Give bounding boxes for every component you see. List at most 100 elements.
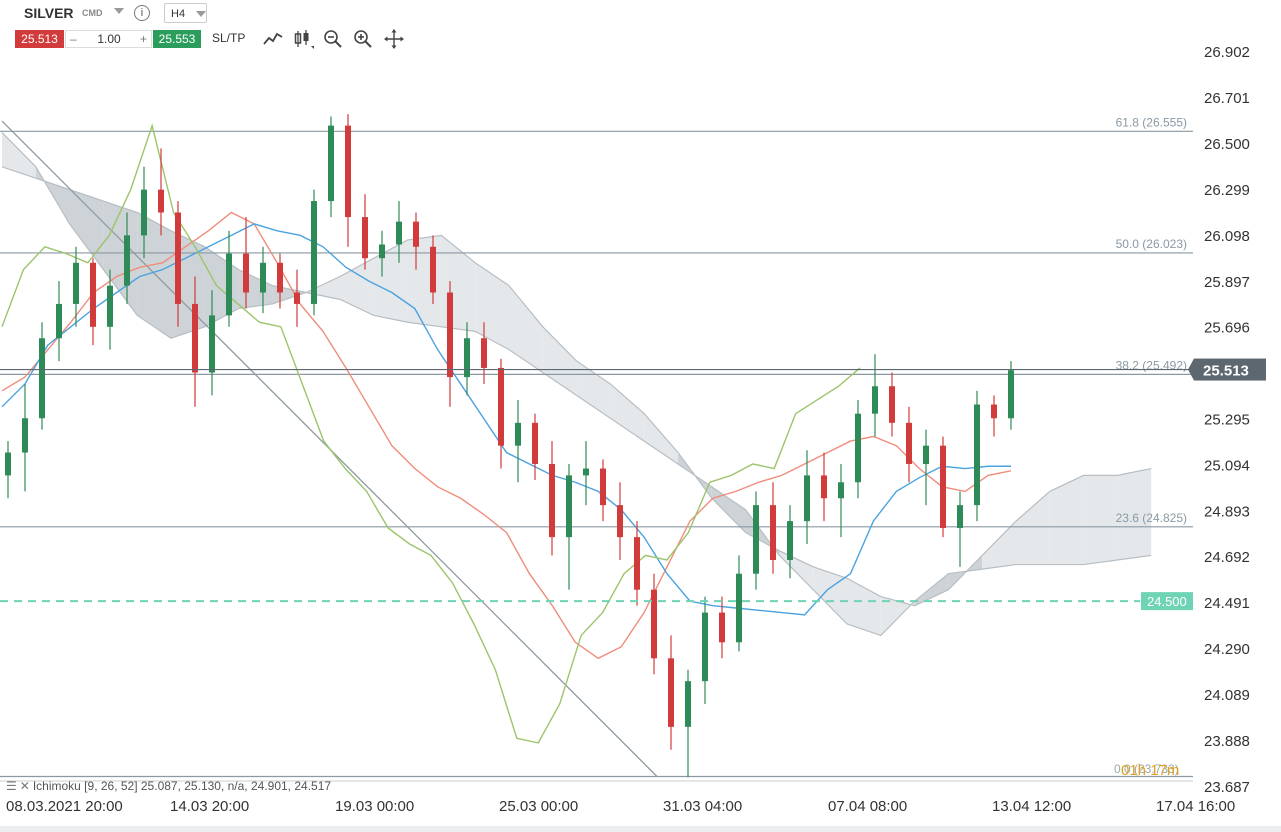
candle-body (549, 463, 555, 538)
price-tick-label: 23.888 (1204, 733, 1250, 750)
sl-tp-button[interactable]: SL/TP (212, 31, 246, 45)
candle-body (481, 338, 487, 368)
cloud-segment (644, 413, 678, 464)
cloud-segment (373, 239, 408, 323)
alert-level-tag (1141, 592, 1193, 611)
candle-body (515, 422, 521, 446)
quantity-input[interactable]: 1.00 (97, 32, 121, 46)
price-tick-label: 25.094 (1204, 457, 1250, 474)
line-chart-icon[interactable] (262, 28, 284, 50)
candle-body (73, 262, 79, 304)
candle-body (464, 338, 470, 378)
cloud-segment (1083, 475, 1118, 565)
candle-body (906, 422, 912, 464)
current-price-tag-arrow (1188, 358, 1194, 381)
fib-level-label: 61.8 (26.555) (1116, 115, 1187, 129)
candle-body (838, 482, 844, 499)
candle-body (974, 404, 980, 506)
fib-level-0-label: 0.0 (23.733) (1114, 762, 1179, 776)
decrease-qty-button[interactable]: – (70, 32, 77, 46)
time-axis: 08.03.2021 20:00 14.03 20:00 19.03 00:00 25… (6, 798, 1235, 815)
price-tick-label: 26.500 (1204, 136, 1250, 153)
candle-body (311, 201, 317, 304)
candle-body (498, 367, 504, 446)
chevron-down-icon (196, 11, 206, 17)
price-tick-label: 26.902 (1204, 44, 1250, 61)
cloud-segment (542, 326, 577, 396)
time-tick-label: 13.04 12:00 (992, 798, 1071, 815)
candle-body (804, 475, 810, 522)
price-tick-label: 25.696 (1204, 320, 1250, 337)
candle-body (22, 418, 28, 453)
candle-body (940, 445, 946, 528)
move-icon[interactable] (383, 28, 405, 50)
ichimoku-indicator-label[interactable]: ☰ ✕ Ichimoku [9, 26, 52] 25.087, 25.130, n… (6, 779, 331, 793)
candle-body (634, 537, 640, 590)
market-badge[interactable]: CMD (82, 8, 103, 18)
candle-body (396, 221, 402, 245)
increase-qty-button[interactable]: + (139, 32, 147, 46)
buy-price-button[interactable]: 25.553 (153, 30, 201, 48)
close-icon[interactable]: ✕ (19, 779, 30, 793)
cloud-segment (69, 189, 104, 270)
price-tick-label: 25.897 (1204, 274, 1250, 291)
candle-body (668, 658, 674, 727)
sell-price-button[interactable]: 25.513 (15, 30, 64, 48)
tenkan-sen-line (1, 223, 1011, 616)
zoom-out-icon[interactable] (322, 28, 344, 50)
candle-body (753, 505, 759, 574)
candle-body (430, 246, 436, 293)
candle-body (260, 262, 266, 293)
candle-body (124, 235, 130, 286)
alert-level-value: 24.500 (1147, 594, 1187, 609)
price-levels[interactable]: 25.513 24.500 (0, 358, 1266, 611)
cloud-segment (1016, 491, 1050, 565)
fibonacci-retracement[interactable]: 61.8 (26.555) 50.0 (26.023) 38.2 (25.492) 2… (0, 115, 1193, 778)
candle-body (991, 404, 997, 419)
cloud-segment (1117, 468, 1152, 560)
instrument-symbol[interactable]: SILVER (24, 5, 74, 21)
candle-body (379, 244, 385, 259)
cloud-segment (610, 383, 645, 442)
candle-body (192, 303, 198, 373)
price-tick-label: 24.290 (1204, 641, 1250, 658)
time-tick-label: 25.03 00:00 (499, 798, 578, 815)
candle-body (141, 189, 147, 236)
fib-level-label: 50.0 (26.023) (1116, 237, 1187, 251)
candle-body (209, 315, 215, 373)
price-tick-label: 24.692 (1204, 549, 1250, 566)
kijun-sen-line (1, 211, 1012, 660)
price-tick-label: 26.299 (1204, 182, 1250, 199)
cloud-segment (576, 361, 611, 419)
candle-body (821, 475, 827, 499)
time-tick-label: 17.04 16:00 (1156, 798, 1235, 815)
chevron-down-icon[interactable] (114, 8, 124, 14)
candle-body (5, 452, 11, 476)
ichimoku-lines (1, 123, 1012, 744)
fib-level-label: 38.2 (25.492) (1116, 358, 1187, 372)
price-tick-label: 24.893 (1204, 503, 1250, 520)
quantity-stepper[interactable]: – 1.00 + (65, 30, 152, 48)
settings-icon[interactable]: ☰ (6, 779, 17, 793)
price-tick-label: 23.687 (1204, 779, 1250, 796)
cloud-segment (813, 566, 847, 624)
cloud-segment (914, 573, 949, 606)
candle-body (736, 573, 742, 643)
cloud-segment (982, 521, 1016, 570)
candle-body (328, 125, 334, 202)
scrollbar[interactable] (0, 826, 1281, 832)
candlestick-icon[interactable] (292, 28, 314, 50)
timeframe-select[interactable]: H4 (164, 3, 207, 23)
zoom-in-icon[interactable] (352, 28, 374, 50)
candle-body (872, 386, 878, 414)
cloud-segment (407, 235, 442, 327)
cloud-segment (475, 262, 509, 350)
price-tick-label: 26.701 (1204, 90, 1250, 107)
info-icon[interactable]: i (134, 5, 150, 21)
candle-body (855, 413, 861, 483)
candle-body (39, 338, 45, 419)
cloud-segment (137, 212, 171, 339)
current-price-tag (1194, 358, 1266, 381)
candle-body (413, 221, 419, 247)
